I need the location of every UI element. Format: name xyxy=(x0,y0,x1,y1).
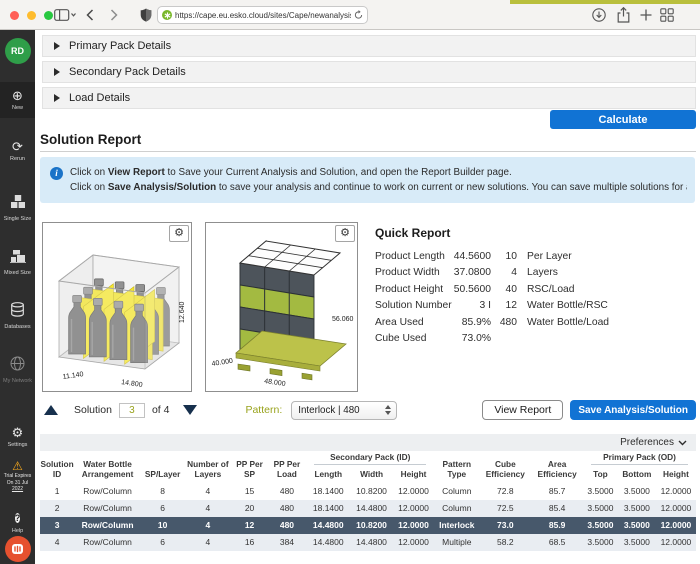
table-row[interactable]: 1Row/Column841548018.140010.820012.0000C… xyxy=(40,483,696,500)
case-dim-width: 11.140 xyxy=(62,371,84,381)
sidebar-item-mixed-size[interactable]: Mixed Size xyxy=(0,248,35,277)
tab-overview-icon[interactable] xyxy=(660,8,674,22)
globe-icon xyxy=(10,356,25,371)
quick-report-rows: Product Length44.560010Per LayerProduct … xyxy=(375,248,698,347)
chevron-right-icon xyxy=(54,42,60,50)
quick-report-row: Area Used85.9%480Water Bottle/Load xyxy=(375,314,698,331)
mixed-size-boxes-icon xyxy=(10,248,26,263)
solution-down-icon[interactable] xyxy=(183,405,197,415)
avatar[interactable]: RD xyxy=(5,38,31,64)
gear-icon: ⚙ xyxy=(0,426,35,440)
viewer-settings-gear-icon[interactable]: ⚙ xyxy=(169,225,189,242)
sidebar-item-my-network[interactable]: My Network xyxy=(0,356,35,385)
viewer-settings-gear-icon[interactable]: ⚙ xyxy=(335,225,355,242)
reload-icon[interactable] xyxy=(354,10,363,20)
new-tab-icon[interactable] xyxy=(640,9,652,21)
url-input[interactable] xyxy=(175,11,351,20)
support-chat-button[interactable] xyxy=(5,536,31,562)
chevron-right-icon xyxy=(54,94,60,102)
main-content: Primary Pack Details Secondary Pack Deta… xyxy=(35,30,700,564)
quick-report-row: Solution Number3 I12Water Bottle/RSC xyxy=(375,298,698,315)
solutions-table-wrap: Solution ID Water Bottle Arrangement SP/… xyxy=(40,451,696,551)
quick-report-title: Quick Report xyxy=(375,226,698,240)
table-header: Solution ID Water Bottle Arrangement SP/… xyxy=(40,451,696,483)
quick-report: Quick Report Product Length44.560010Per … xyxy=(375,226,698,347)
pallet-dim-width: 40.000 xyxy=(211,358,233,368)
pallet-dim-height: 56.060 xyxy=(332,316,354,323)
privacy-shield-icon[interactable] xyxy=(140,8,152,22)
view-report-button[interactable]: View Report xyxy=(482,400,563,420)
address-bar[interactable] xyxy=(157,6,368,24)
accordion-primary-pack-details[interactable]: Primary Pack Details xyxy=(42,35,696,57)
calculate-button[interactable]: Calculate xyxy=(550,110,696,129)
downloads-icon[interactable] xyxy=(592,8,606,22)
pallet-3d-viewer[interactable]: ⚙ xyxy=(205,222,358,392)
page-title: Solution Report xyxy=(40,132,141,147)
solution-label: Solution xyxy=(74,404,112,416)
solutions-table: Solution ID Water Bottle Arrangement SP/… xyxy=(40,451,696,551)
preferences-toggle[interactable]: Preferences xyxy=(40,434,696,451)
accordion-load-details[interactable]: Load Details xyxy=(42,87,696,109)
minimize-window-button[interactable] xyxy=(27,11,36,20)
pattern-select[interactable]: Interlock | 480 xyxy=(291,401,397,420)
new-plus-icon: ⊕ xyxy=(0,89,35,103)
title-divider xyxy=(40,151,696,152)
sidebar-item-rerun[interactable]: ⟳ Rerun xyxy=(0,140,35,163)
back-icon[interactable] xyxy=(86,9,94,21)
browser-chrome xyxy=(0,0,700,30)
chevron-down-icon xyxy=(678,440,687,446)
warning-icon: ⚠ xyxy=(0,460,35,473)
sidebar-toggle-icon[interactable] xyxy=(54,9,76,21)
sidebar-item-single-size[interactable]: Single Size xyxy=(0,194,35,223)
case-3d-render: 11.140 14.800 12.640 xyxy=(43,223,191,391)
app-sidebar: RD ⊕ New ⟳ Rerun Single Size Mixed Size xyxy=(0,30,35,564)
zoom-window-button[interactable] xyxy=(44,11,53,20)
sidebar-item-databases[interactable]: Databases xyxy=(0,302,35,331)
sidebar-item-settings[interactable]: ⚙ Settings xyxy=(0,426,35,449)
databases-icon xyxy=(10,302,25,317)
solution-number-input[interactable] xyxy=(119,403,145,418)
info-banner: i Click on View Report to Save your Curr… xyxy=(40,157,695,203)
rerun-icon: ⟳ xyxy=(0,140,35,154)
help-icon: ? xyxy=(15,513,21,523)
solution-of-label: of 4 xyxy=(152,404,170,416)
case-3d-viewer[interactable]: ⚙ xyxy=(42,222,192,392)
solution-nav: Solution of 4 Pattern: Interlock | 480 V… xyxy=(44,398,696,422)
pallet-3d-render: 40.000 48.000 56.060 xyxy=(206,223,357,391)
select-stepper-icon xyxy=(383,405,393,415)
save-analysis-solution-button[interactable]: Save Analysis/Solution xyxy=(570,400,696,420)
chevron-right-icon xyxy=(54,68,60,76)
single-size-boxes-icon xyxy=(10,194,26,209)
table-row[interactable]: 4Row/Column641638414.480014.480012.0000M… xyxy=(40,534,696,551)
table-row[interactable]: 3Row/Column1041248014.480010.820012.0000… xyxy=(40,517,696,534)
quick-report-row: Cube Used73.0% xyxy=(375,331,698,348)
close-window-button[interactable] xyxy=(10,11,19,20)
solution-up-icon[interactable] xyxy=(44,405,58,415)
window-controls xyxy=(10,11,53,20)
site-favicon-icon xyxy=(162,10,172,20)
forward-icon[interactable] xyxy=(110,9,118,21)
quick-report-row: Product Height50.560040RSC/Load xyxy=(375,281,698,298)
screen: RD ⊕ New ⟳ Rerun Single Size Mixed Size xyxy=(0,0,700,564)
share-icon[interactable] xyxy=(617,7,630,23)
table-row[interactable]: 2Row/Column642048018.140014.480012.0000C… xyxy=(40,500,696,517)
quick-report-row: Product Width37.08004Layers xyxy=(375,265,698,282)
case-dim-length: 14.800 xyxy=(121,379,143,389)
background-window-strip xyxy=(510,0,700,4)
accordion-secondary-pack-details[interactable]: Secondary Pack Details xyxy=(42,61,696,83)
case-dim-height: 12.640 xyxy=(179,301,186,323)
sidebar-item-help[interactable]: ? Help xyxy=(0,508,35,535)
chat-bubble-icon xyxy=(11,543,24,556)
quick-report-row: Product Length44.560010Per Layer xyxy=(375,248,698,265)
pattern-label: Pattern: xyxy=(245,404,282,416)
info-icon: i xyxy=(50,167,63,180)
pallet-dim-length: 48.000 xyxy=(264,378,286,388)
sidebar-item-new[interactable]: ⊕ New xyxy=(0,82,35,118)
solution-table-body: 1Row/Column841548018.140010.820012.0000C… xyxy=(40,483,696,551)
trial-expiry-notice: ⚠ Trial Expires On 31 Jul 2022 xyxy=(0,460,35,493)
